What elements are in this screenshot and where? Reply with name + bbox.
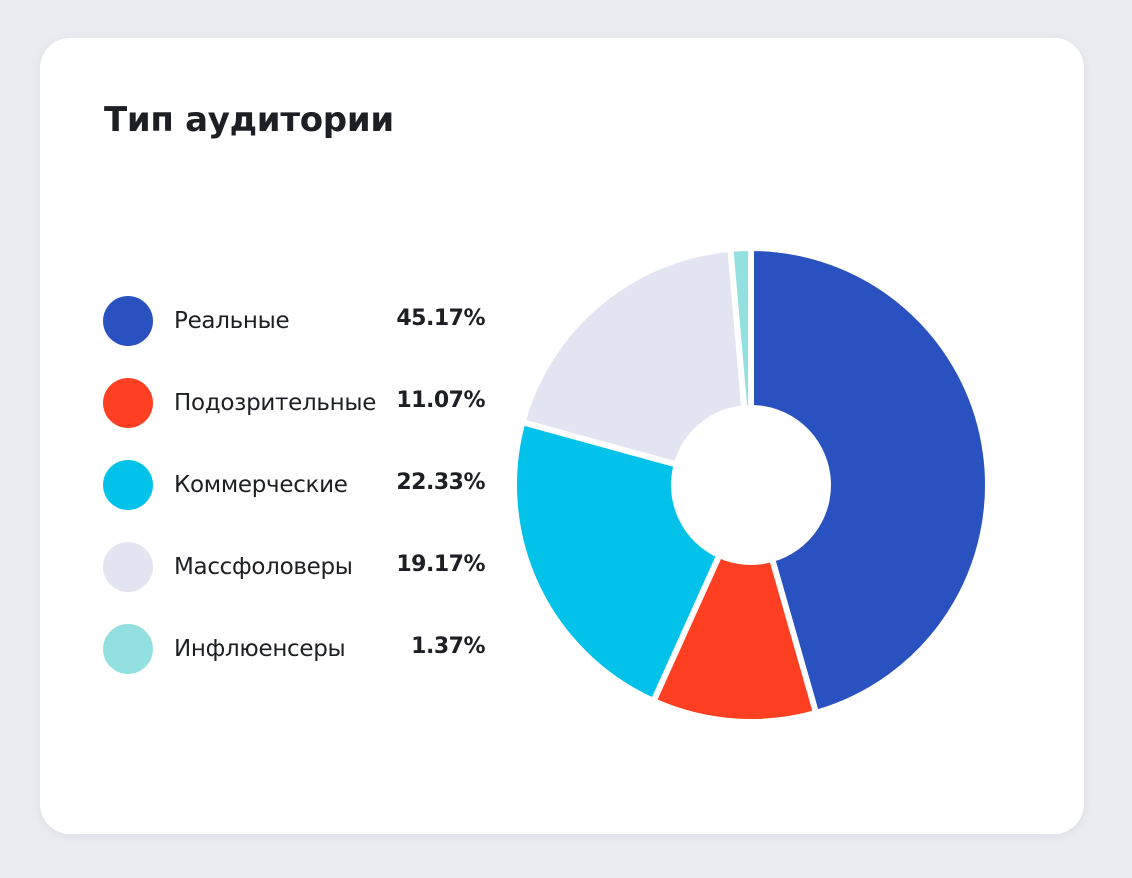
legend-value-suspicious: 11.07% (396, 388, 485, 413)
donut-slice-commercial (511, 418, 724, 706)
donut-slice-influencers (727, 244, 754, 412)
legend-swatch-massfollowers (103, 542, 153, 592)
chart-legend: Реальные 45.17% Подозрительные 11.07% Ко… (103, 296, 493, 706)
audience-type-card: Тип аудитории Реальные 45.17% Подозрител… (40, 38, 1084, 834)
donut-slice-massfollowers (518, 245, 748, 469)
legend-label-influencers: Инфлюенсеры (174, 636, 346, 662)
legend-value-massfollowers: 19.17% (396, 552, 485, 577)
legend-value-influencers: 1.37% (411, 634, 485, 659)
legend-swatch-real (103, 296, 153, 346)
legend-item-influencers: Инфлюенсеры 1.37% (103, 624, 493, 706)
legend-value-commercial: 22.33% (396, 470, 485, 495)
legend-swatch-influencers (103, 624, 153, 674)
legend-item-real: Реальные 45.17% (103, 296, 493, 378)
donut-slice-real (748, 244, 991, 717)
legend-label-suspicious: Подозрительные (174, 390, 377, 416)
legend-label-massfollowers: Массфоловеры (174, 554, 353, 580)
legend-swatch-suspicious (103, 378, 153, 428)
legend-swatch-commercial (103, 460, 153, 510)
donut-slice-suspicious (649, 551, 820, 725)
legend-value-real: 45.17% (396, 306, 485, 331)
legend-label-real: Реальные (174, 308, 290, 334)
donut-chart (511, 244, 991, 725)
legend-item-massfollowers: Массфоловеры 19.17% (103, 542, 493, 624)
legend-item-suspicious: Подозрительные 11.07% (103, 378, 493, 460)
chart-title: Тип аудитории (104, 100, 394, 140)
legend-label-commercial: Коммерческие (174, 472, 348, 498)
legend-item-commercial: Коммерческие 22.33% (103, 460, 493, 542)
